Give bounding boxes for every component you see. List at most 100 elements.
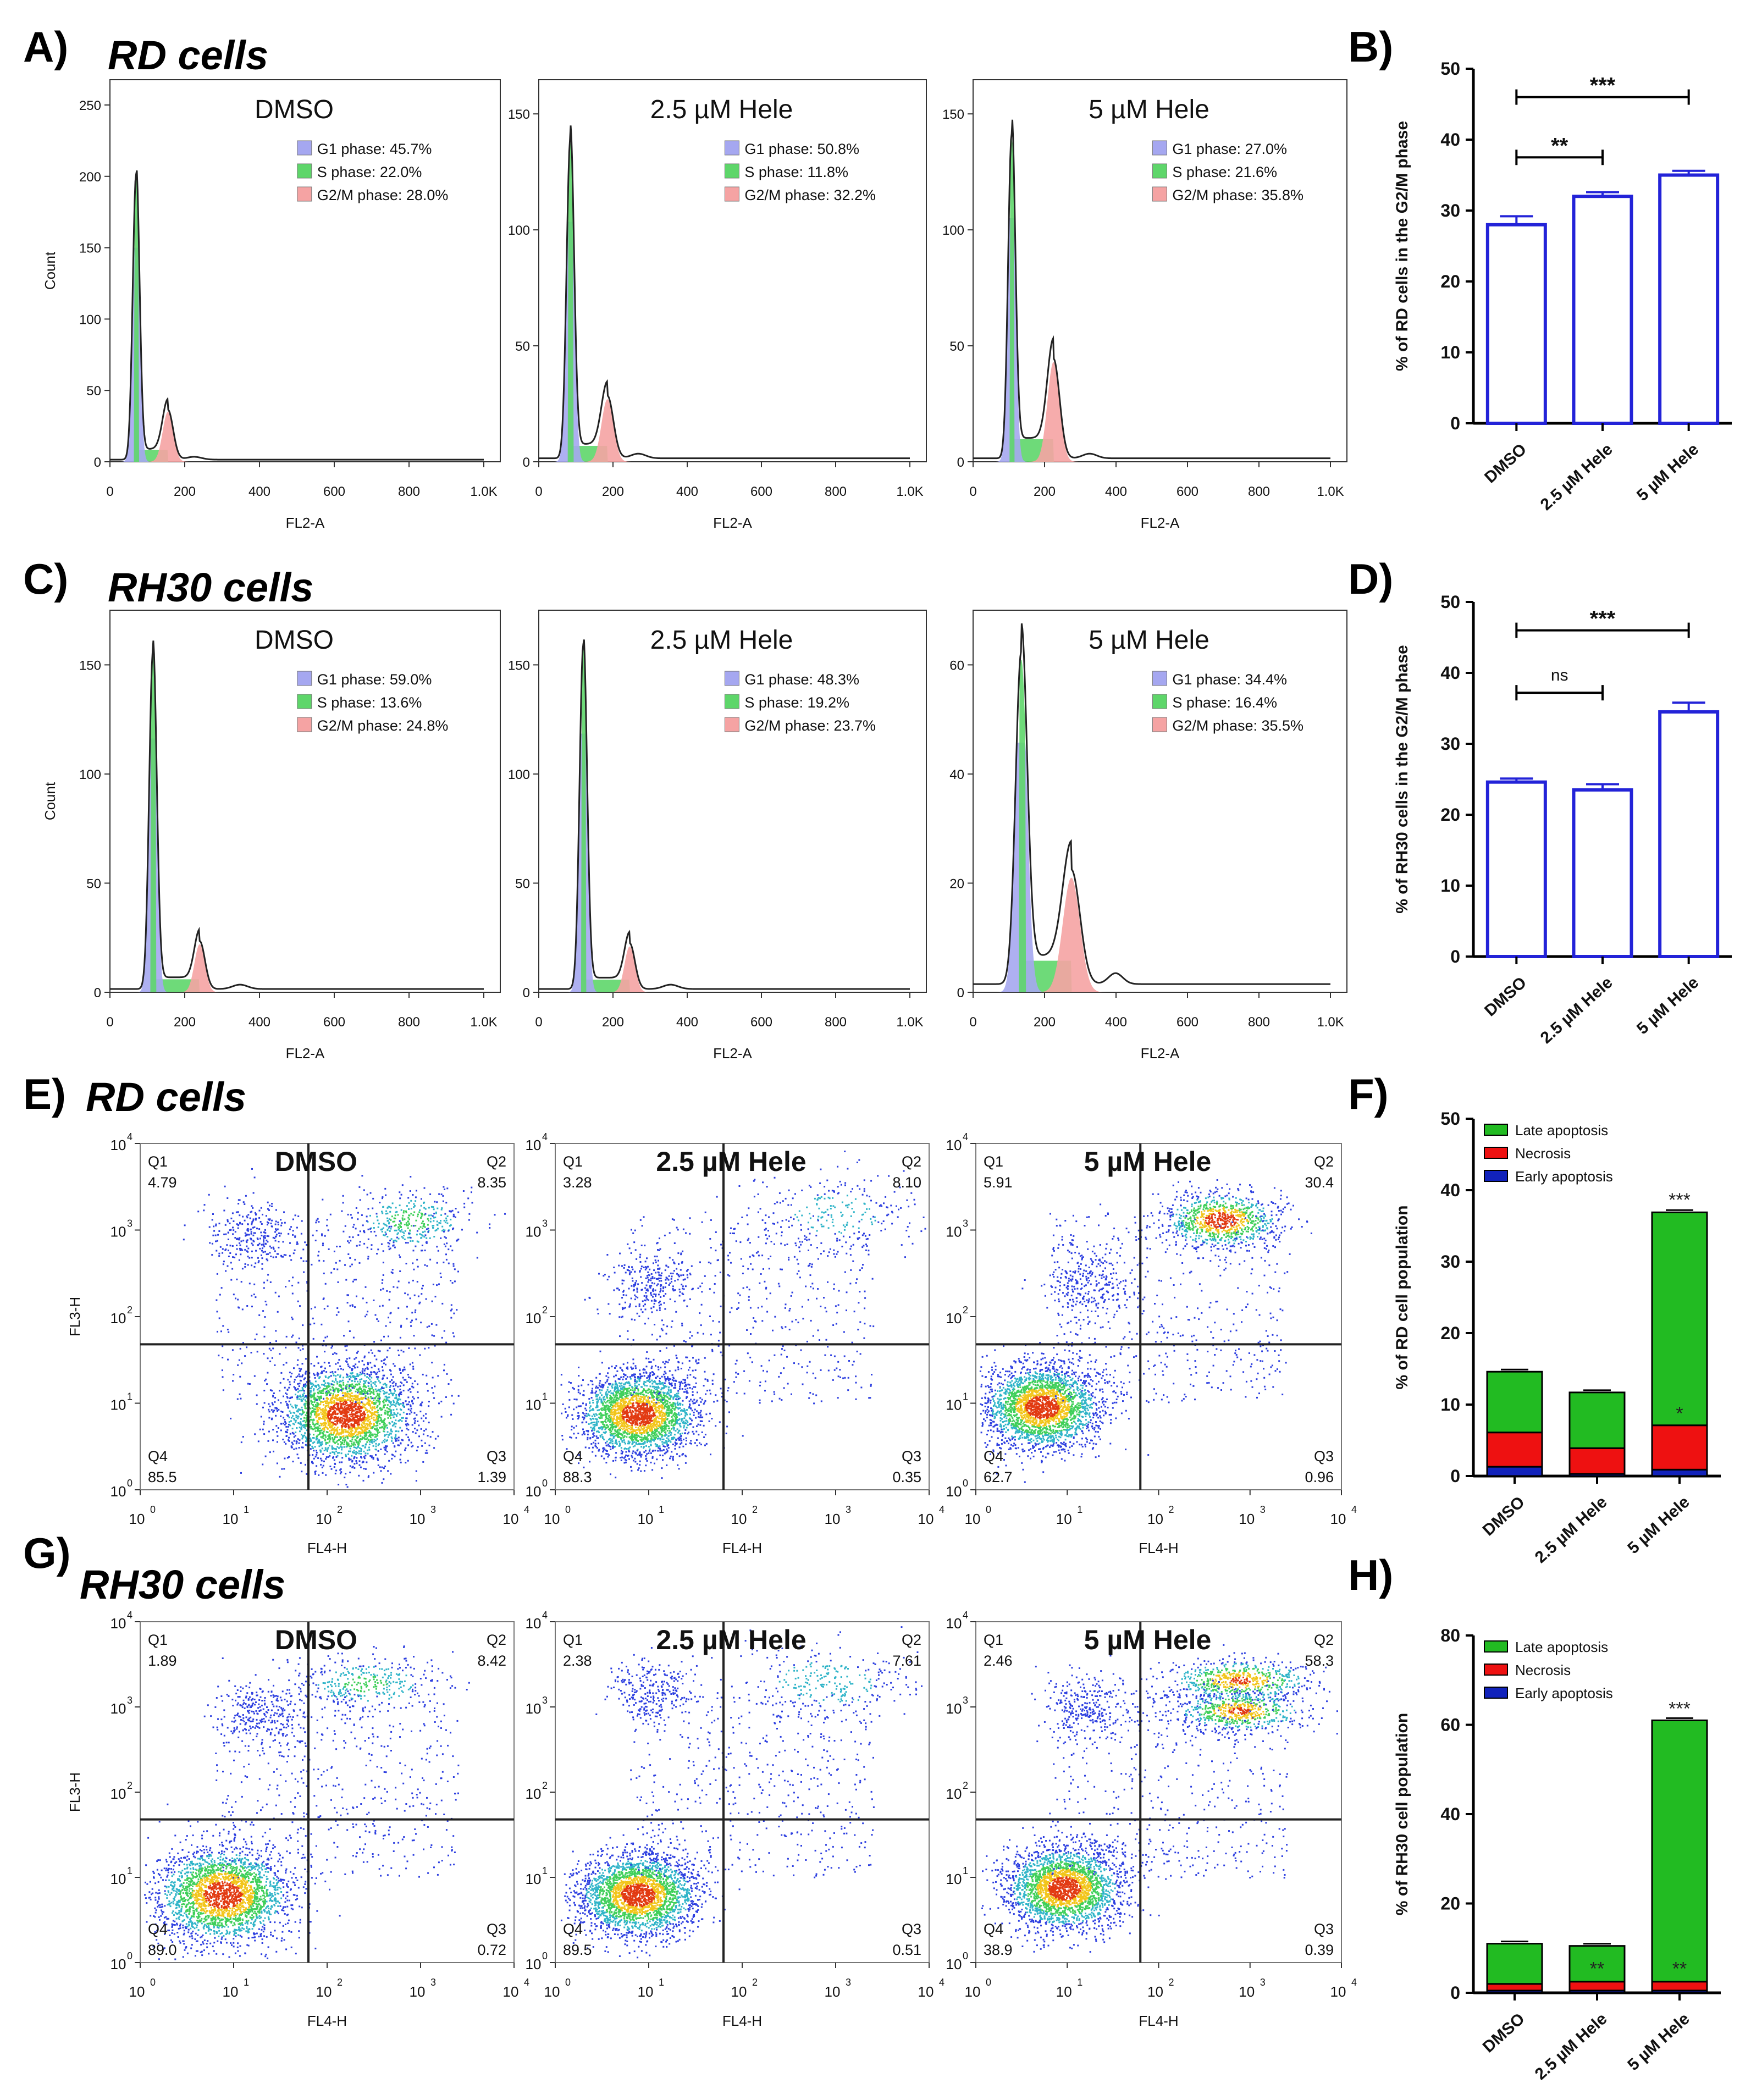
event-dot: [367, 1362, 369, 1364]
event-dot: [335, 1394, 336, 1396]
event-dot: [375, 1235, 377, 1237]
event-dot: [355, 1414, 357, 1417]
event-dot: [303, 1396, 306, 1399]
event-dot: [650, 1393, 652, 1395]
event-dot: [400, 1372, 402, 1374]
event-dot: [217, 1330, 218, 1333]
event-dot: [388, 1335, 389, 1338]
event-dot: [355, 1429, 357, 1431]
event-dot: [321, 1413, 323, 1416]
event-dot: [333, 1439, 335, 1441]
event-dot: [407, 1197, 410, 1199]
event-dot: [373, 1472, 375, 1474]
event-dot: [421, 1215, 423, 1218]
event-dot: [328, 1413, 330, 1415]
event-dot: [398, 1419, 400, 1422]
event-dot: [358, 1361, 360, 1363]
event-dot: [698, 1404, 700, 1406]
event-dot: [322, 1435, 324, 1438]
event-dot: [349, 1395, 351, 1397]
event-dot: [390, 1417, 392, 1419]
event-dot: [342, 1439, 344, 1441]
event-dot: [672, 1398, 675, 1400]
event-dot: [230, 1262, 232, 1264]
event-dot: [373, 1424, 375, 1426]
event-dot: [361, 1436, 363, 1438]
event-dot: [362, 1417, 364, 1419]
event-dot: [374, 1433, 376, 1435]
legend-entry: S phase: 22.0%: [317, 164, 422, 180]
event-dot: [314, 1413, 316, 1416]
event-dot: [448, 1262, 450, 1264]
event-dot: [300, 1396, 302, 1398]
event-dot: [229, 1245, 231, 1247]
event-dot: [334, 1352, 336, 1354]
event-dot: [292, 1461, 294, 1463]
event-dot: [305, 1414, 307, 1416]
event-dot: [649, 1402, 651, 1405]
event-dot: [375, 1434, 377, 1436]
event-dot: [268, 1408, 270, 1411]
event-dot: [384, 1412, 386, 1414]
event-dot: [312, 1394, 314, 1396]
event-dot: [708, 1420, 710, 1422]
event-dot: [437, 1207, 439, 1209]
event-dot: [319, 1444, 322, 1445]
event-dot: [262, 1235, 264, 1237]
event-dot: [343, 1230, 345, 1233]
y-tick-exponent: 4: [127, 1131, 132, 1142]
event-dot: [647, 1396, 649, 1399]
event-dot: [329, 1425, 331, 1428]
event-dot: [361, 1214, 363, 1216]
event-dot: [429, 1436, 432, 1438]
event-dot: [349, 1378, 351, 1380]
event-dot: [380, 1418, 383, 1421]
event-dot: [367, 1220, 369, 1223]
event-dot: [374, 1388, 377, 1390]
event-dot: [310, 1428, 312, 1430]
event-dot: [583, 1418, 585, 1421]
event-dot: [327, 1229, 329, 1231]
event-dot: [303, 1384, 305, 1386]
event-dot: [299, 1394, 301, 1396]
event-dot: [246, 1215, 248, 1217]
event-dot: [330, 1429, 333, 1431]
event-dot: [369, 1407, 372, 1409]
event-dot: [388, 1222, 390, 1224]
event-dot: [365, 1430, 367, 1433]
x-tick-base: 10: [410, 1511, 426, 1527]
event-dot: [274, 1291, 277, 1294]
event-dot: [427, 1224, 429, 1226]
event-dot: [302, 1442, 304, 1444]
event-dot: [363, 1416, 366, 1418]
event-dot: [294, 1379, 296, 1381]
event-dot: [407, 1242, 409, 1244]
event-dot: [428, 1214, 430, 1217]
event-dot: [380, 1339, 382, 1341]
event-dot: [325, 1397, 328, 1400]
event-dot: [637, 1454, 639, 1456]
event-dot: [425, 1241, 427, 1244]
event-dot: [283, 1364, 285, 1366]
bar: [1658, 173, 1720, 425]
event-dot: [317, 1373, 319, 1375]
event-dot: [296, 1416, 299, 1418]
event-dot: [374, 1419, 377, 1421]
event-dot: [383, 1427, 385, 1429]
event-dot: [426, 1452, 428, 1454]
event-dot: [347, 1294, 349, 1296]
event-dot: [318, 1418, 321, 1421]
event-dot: [314, 1306, 316, 1308]
event-dot: [367, 1414, 369, 1416]
event-dot: [352, 1385, 355, 1387]
event-dot: [247, 1214, 250, 1216]
event-dot: [407, 1224, 409, 1226]
event-dot: [345, 1436, 347, 1439]
event-dot: [401, 1417, 403, 1419]
event-dot: [656, 1386, 658, 1389]
event-dot: [376, 1434, 378, 1436]
event-dot: [603, 1457, 605, 1460]
event-dot: [331, 1383, 333, 1385]
event-dot: [338, 1381, 340, 1383]
event-dot: [347, 1438, 349, 1440]
